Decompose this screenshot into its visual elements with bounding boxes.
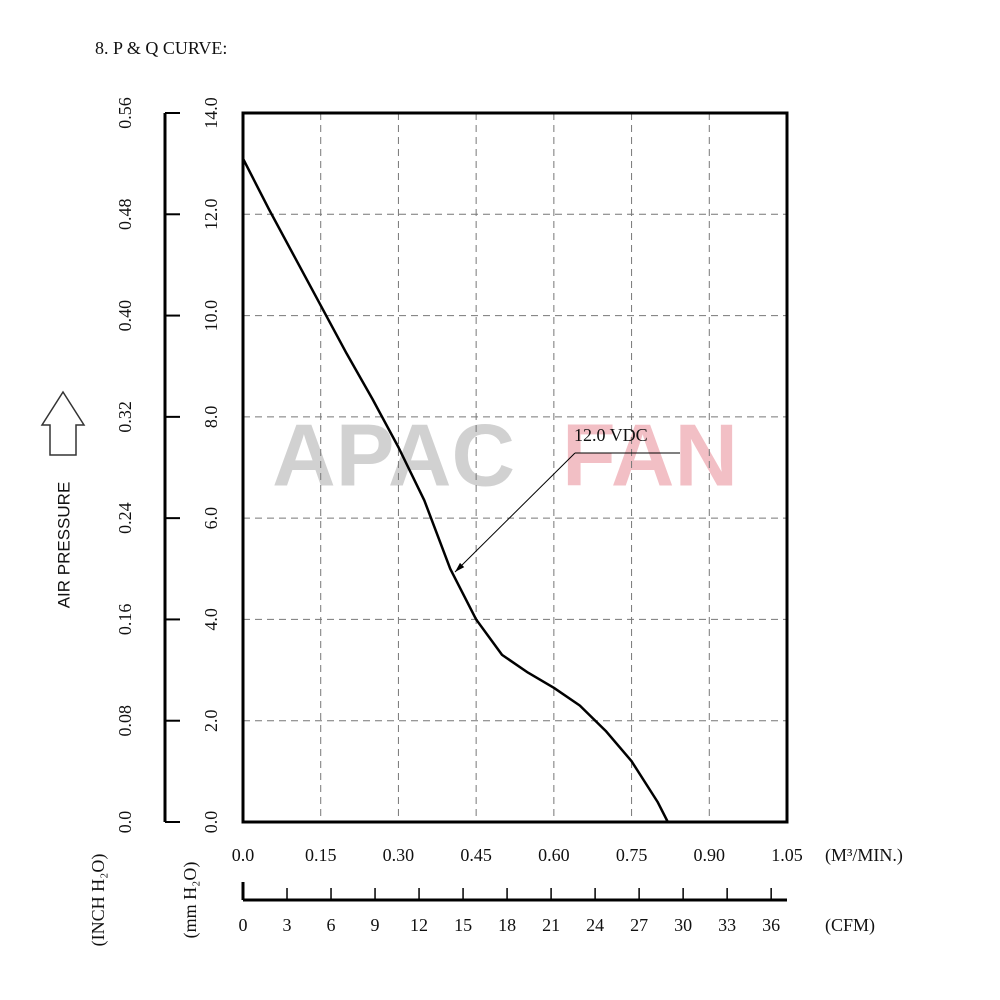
y-tick-label: 8.0	[201, 406, 221, 429]
x-tick-label: 0.45	[460, 845, 492, 865]
cfm-tick-label: 0	[239, 915, 248, 935]
leader-arrow	[454, 452, 576, 573]
cfm-tick-label: 3	[283, 915, 292, 935]
cfm-tick-label: 30	[674, 915, 692, 935]
cfm-tick-label: 12	[410, 915, 428, 935]
y-axis-label: (mm H₂O)	[180, 862, 201, 939]
x-tick-label: 0.0	[232, 845, 255, 865]
y2-tick-label: 0.08	[115, 705, 135, 737]
y2-axis-label: (INCH H₂O)	[88, 854, 109, 947]
y2-tick-label: 0.24	[115, 502, 135, 534]
cfm-tick-label: 24	[586, 915, 604, 935]
cfm-tick-label: 9	[371, 915, 380, 935]
x-tick-label: 0.30	[383, 845, 415, 865]
x-tick-label: 0.75	[616, 845, 648, 865]
y-tick-label: 14.0	[201, 97, 221, 129]
y2-tick-label: 0.32	[115, 401, 135, 433]
plot-frame	[241, 111, 789, 824]
cfm-tick-label: 36	[762, 915, 780, 935]
cfm-tick-label: 21	[542, 915, 560, 935]
y-tick-label: 2.0	[201, 709, 221, 732]
cfm-tick-label: 6	[327, 915, 336, 935]
y-tick-label: 0.0	[201, 811, 221, 834]
x-tick-label: 0.90	[694, 845, 726, 865]
series-label: 12.0 VDC	[574, 425, 648, 445]
y2-tick-label: 0.56	[115, 97, 135, 129]
cfm-axis-label: (CFM)	[825, 915, 875, 936]
x-tick-label: 1.05	[771, 845, 803, 865]
y-tick-label: 6.0	[201, 507, 221, 530]
y2-tick-label: 0.0	[115, 811, 135, 834]
curve	[241, 158, 669, 823]
x-axis-label: (M³/MIN.)	[825, 845, 903, 866]
x-tick-label: 0.60	[538, 845, 570, 865]
chart-title: 8. P & Q CURVE:	[95, 38, 227, 58]
watermark: FAN	[562, 405, 738, 504]
watermark: APAC	[272, 405, 515, 504]
up-arrow-icon	[40, 390, 86, 456]
x-tick-label: 0.15	[305, 845, 337, 865]
y-tick-label: 4.0	[201, 608, 221, 631]
y2-tick-label: 0.40	[115, 300, 135, 332]
cfm-tick-label: 27	[630, 915, 648, 935]
cfm-tick-label: 18	[498, 915, 516, 935]
y-tick-label: 12.0	[201, 199, 221, 231]
y2-tick-label: 0.16	[115, 604, 135, 636]
y-tick-label: 10.0	[201, 300, 221, 332]
y-axis-title: AIR PRESSURE	[54, 482, 73, 609]
cfm-tick-label: 33	[718, 915, 736, 935]
y2-tick-label: 0.48	[115, 199, 135, 231]
cfm-tick-label: 15	[454, 915, 472, 935]
